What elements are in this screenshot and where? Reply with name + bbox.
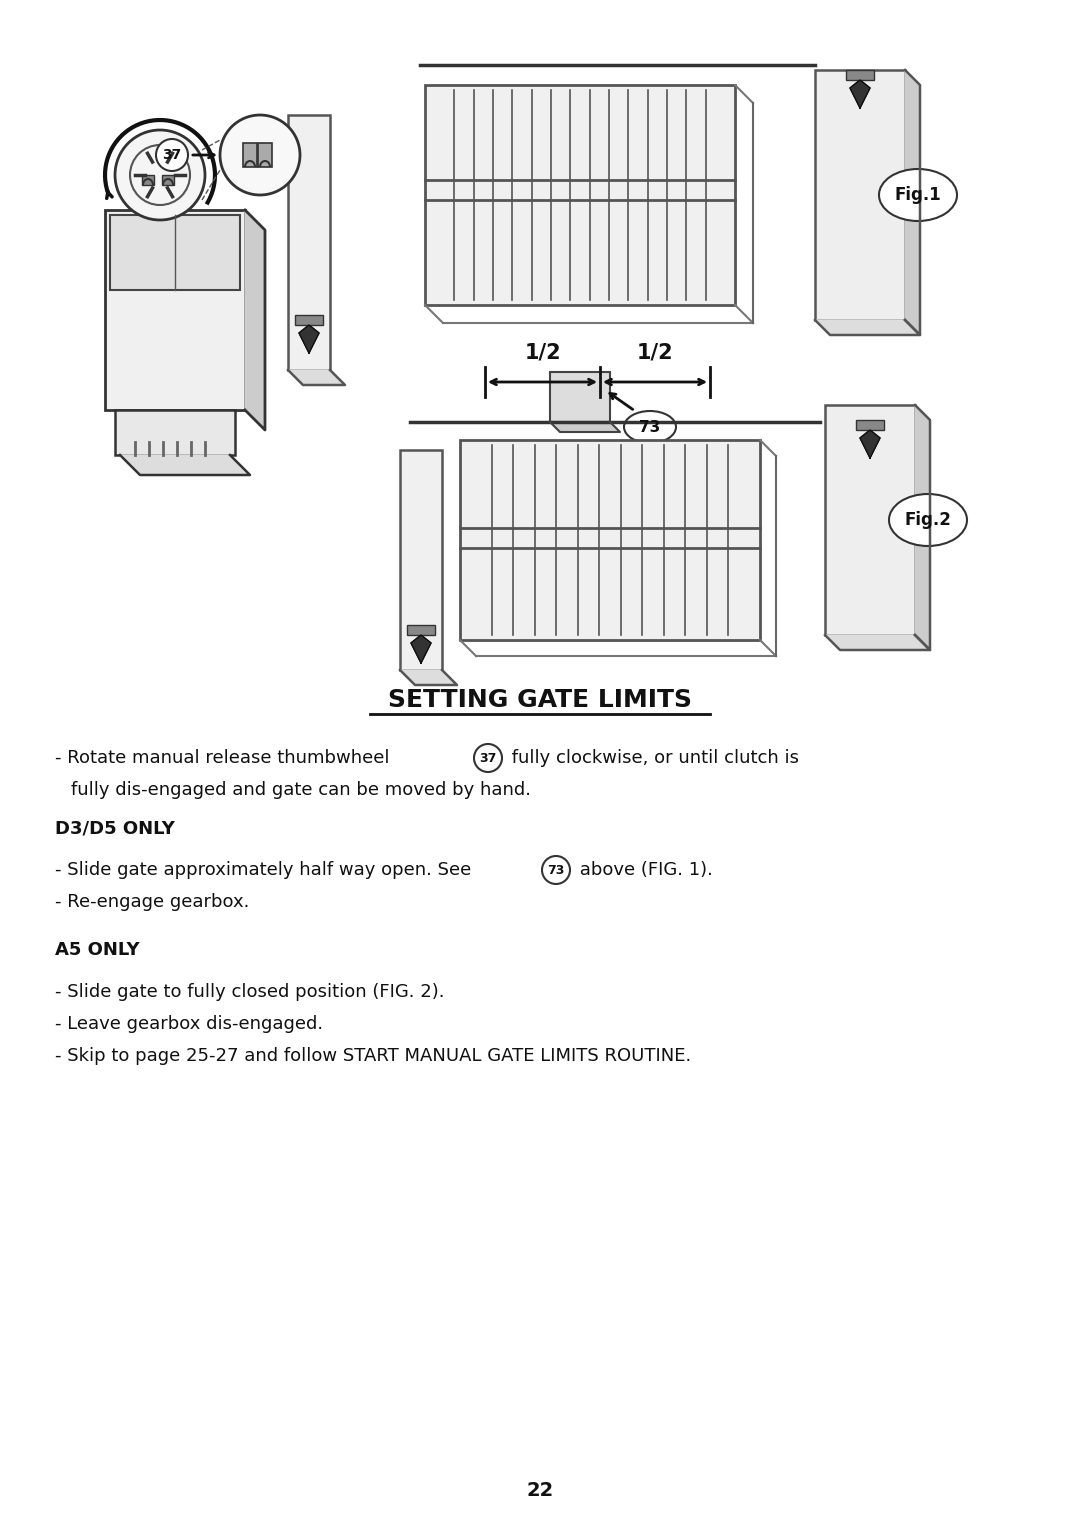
Bar: [295, 315, 323, 325]
Polygon shape: [299, 325, 319, 353]
Bar: [460, 440, 760, 640]
Polygon shape: [860, 429, 880, 458]
Text: SETTING GATE LIMITS: SETTING GATE LIMITS: [388, 688, 692, 712]
Text: 1/2: 1/2: [637, 342, 673, 362]
Text: - Skip to page 25-27 and follow START MANUAL GATE LIMITS ROUTINE.: - Skip to page 25-27 and follow START MA…: [55, 1047, 691, 1065]
Polygon shape: [915, 405, 930, 649]
Ellipse shape: [879, 170, 957, 222]
Bar: [550, 371, 610, 422]
Text: - Slide gate to fully closed position (FIG. 2).: - Slide gate to fully closed position (F…: [55, 983, 445, 1001]
Polygon shape: [550, 422, 620, 432]
Text: above (FIG. 1).: above (FIG. 1).: [573, 860, 713, 879]
Text: 37: 37: [162, 148, 181, 162]
Polygon shape: [825, 636, 930, 649]
Text: 73: 73: [639, 420, 661, 434]
Bar: [162, 176, 174, 185]
Bar: [288, 115, 330, 370]
Ellipse shape: [624, 411, 676, 443]
Polygon shape: [400, 669, 457, 685]
Text: - Leave gearbox dis-engaged.: - Leave gearbox dis-engaged.: [55, 1015, 323, 1033]
Polygon shape: [120, 455, 249, 475]
Bar: [426, 86, 735, 306]
Text: Fig.2: Fig.2: [905, 510, 951, 529]
Text: fully dis-engaged and gate can be moved by hand.: fully dis-engaged and gate can be moved …: [71, 781, 531, 799]
Text: D3/D5 ONLY: D3/D5 ONLY: [55, 819, 175, 837]
Circle shape: [220, 115, 300, 196]
Polygon shape: [411, 636, 431, 663]
Bar: [114, 410, 235, 455]
Text: 1/2: 1/2: [525, 342, 562, 362]
Bar: [856, 420, 885, 429]
Circle shape: [474, 744, 502, 772]
Text: - Rotate manual release thumbwheel: - Rotate manual release thumbwheel: [55, 749, 395, 767]
Bar: [243, 144, 257, 167]
Bar: [141, 176, 154, 185]
Bar: [825, 405, 915, 636]
Bar: [105, 209, 245, 410]
Polygon shape: [905, 70, 920, 335]
Text: fully clockwise, or until clutch is: fully clockwise, or until clutch is: [507, 749, 799, 767]
Text: Fig.1: Fig.1: [894, 186, 942, 205]
Text: 22: 22: [526, 1481, 554, 1499]
Polygon shape: [815, 319, 920, 335]
Circle shape: [156, 139, 188, 171]
Polygon shape: [288, 370, 345, 385]
Circle shape: [114, 130, 205, 220]
Text: - Slide gate approximately half way open. See: - Slide gate approximately half way open…: [55, 860, 477, 879]
Bar: [407, 625, 435, 636]
Bar: [258, 144, 272, 167]
Ellipse shape: [889, 494, 967, 545]
Text: A5 ONLY: A5 ONLY: [55, 941, 139, 960]
Circle shape: [542, 856, 570, 885]
Bar: [815, 70, 905, 319]
Bar: [400, 451, 442, 669]
Polygon shape: [245, 209, 265, 429]
Polygon shape: [850, 79, 870, 108]
Text: 73: 73: [548, 863, 565, 877]
Text: - Re-engage gearbox.: - Re-engage gearbox.: [55, 892, 249, 911]
Text: 37: 37: [480, 752, 497, 764]
Bar: [110, 215, 240, 290]
Bar: [846, 70, 874, 79]
